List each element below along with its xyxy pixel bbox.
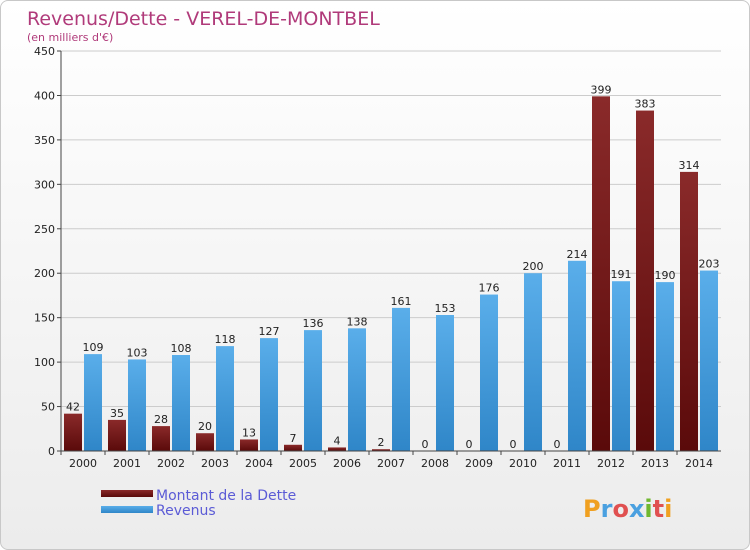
x-tick-label: 2009 <box>465 457 493 470</box>
logo-letter: x <box>629 495 645 523</box>
chart-subtitle: (en milliers d'€) <box>27 31 113 44</box>
bar-revenus <box>216 346 234 451</box>
bar-debt <box>284 444 302 451</box>
y-tick-label: 100 <box>34 356 55 369</box>
x-tick-label: 2002 <box>157 457 185 470</box>
data-label-debt: 4 <box>334 434 341 447</box>
bar-debt <box>372 449 390 451</box>
x-tick-label: 2011 <box>553 457 581 470</box>
bar-debt <box>680 171 698 451</box>
x-tick-label: 2003 <box>201 457 229 470</box>
y-tick-label: 150 <box>34 312 55 325</box>
data-label-debt: 0 <box>422 438 429 451</box>
data-label-revenus: 200 <box>523 260 544 273</box>
y-tick-label: 350 <box>34 134 55 147</box>
bar-debt <box>592 96 610 451</box>
y-tick-label: 0 <box>48 445 55 458</box>
x-tick-label: 2007 <box>377 457 405 470</box>
x-tick-label: 2013 <box>641 457 669 470</box>
bar-revenus <box>436 315 454 451</box>
x-tick-label: 2006 <box>333 457 361 470</box>
bar-revenus <box>128 359 146 451</box>
x-tick-label: 2005 <box>289 457 317 470</box>
data-label-revenus: 118 <box>215 333 236 346</box>
bar-debt <box>636 110 654 452</box>
bar-revenus <box>84 354 102 451</box>
x-tick-label: 2008 <box>421 457 449 470</box>
bar-revenus <box>392 307 410 451</box>
bar-debt <box>240 439 258 451</box>
legend-swatch-revenus <box>101 506 153 513</box>
legend: Montant de la Dette Revenus <box>101 488 296 519</box>
logo-letter: i <box>664 495 672 523</box>
data-label-debt: 13 <box>242 426 256 439</box>
data-label-debt: 399 <box>591 83 612 96</box>
x-tick-label: 2012 <box>597 457 625 470</box>
bar-revenus <box>348 328 366 451</box>
logo-letter: t <box>653 495 664 523</box>
data-label-debt: 0 <box>466 438 473 451</box>
bar-revenus <box>172 355 190 451</box>
bar-debt <box>108 419 126 451</box>
logo-letter: o <box>612 495 629 523</box>
data-label-revenus: 127 <box>259 325 280 338</box>
data-label-revenus: 176 <box>479 282 500 295</box>
bar-revenus <box>656 282 674 451</box>
y-tick-label: 300 <box>34 178 55 191</box>
data-label-revenus: 153 <box>435 302 456 315</box>
bar-revenus <box>700 270 718 451</box>
chart-title: Revenus/Dette - VEREL-DE-MONTBEL <box>27 8 380 30</box>
bar-revenus <box>480 294 498 451</box>
legend-swatch-debt <box>101 490 153 497</box>
x-tick-label: 2000 <box>69 457 97 470</box>
legend-label-revenus: Revenus <box>156 503 216 519</box>
data-label-debt: 20 <box>198 420 212 433</box>
y-tick-label: 400 <box>34 89 55 102</box>
logo-letter: i <box>644 495 652 523</box>
bar-revenus <box>612 281 630 451</box>
bar-revenus <box>304 330 322 451</box>
bar-debt <box>64 413 82 451</box>
data-label-revenus: 161 <box>391 295 412 308</box>
data-label-revenus: 190 <box>655 269 676 282</box>
data-label-debt: 0 <box>554 438 561 451</box>
y-tick-label: 450 <box>34 45 55 58</box>
bar-debt <box>328 447 346 451</box>
logo-letter: P <box>583 495 601 523</box>
data-label-revenus: 191 <box>611 268 632 281</box>
bar-revenus <box>568 260 586 451</box>
bar-debt <box>196 433 214 451</box>
x-tick-label: 2004 <box>245 457 273 470</box>
data-label-debt: 7 <box>290 432 297 445</box>
y-tick-label: 50 <box>41 401 55 414</box>
data-label-revenus: 109 <box>83 341 104 354</box>
logo-letter: r <box>601 495 613 523</box>
data-label-debt: 42 <box>66 401 80 414</box>
legend-label-debt: Montant de la Dette <box>156 488 296 504</box>
y-tick-label: 250 <box>34 223 55 236</box>
data-label-debt: 383 <box>635 98 656 111</box>
y-tick-label: 200 <box>34 267 55 280</box>
data-label-debt: 314 <box>679 159 700 172</box>
data-label-debt: 28 <box>154 413 168 426</box>
bar-revenus <box>524 273 542 451</box>
x-tick-label: 2014 <box>685 457 713 470</box>
x-tick-label: 2010 <box>509 457 537 470</box>
proxiti-logo: Proxiti <box>583 495 672 523</box>
data-label-revenus: 103 <box>127 346 148 359</box>
data-label-revenus: 203 <box>699 258 720 271</box>
bar-revenus <box>260 338 278 451</box>
data-label-debt: 0 <box>510 438 517 451</box>
data-label-debt: 35 <box>110 407 124 420</box>
data-label-revenus: 214 <box>567 248 588 261</box>
bar-debt <box>152 426 170 451</box>
data-label-revenus: 108 <box>171 342 192 355</box>
data-label-debt: 2 <box>378 436 385 449</box>
data-label-revenus: 136 <box>303 317 324 330</box>
data-label-revenus: 138 <box>347 315 368 328</box>
x-tick-label: 2001 <box>113 457 141 470</box>
